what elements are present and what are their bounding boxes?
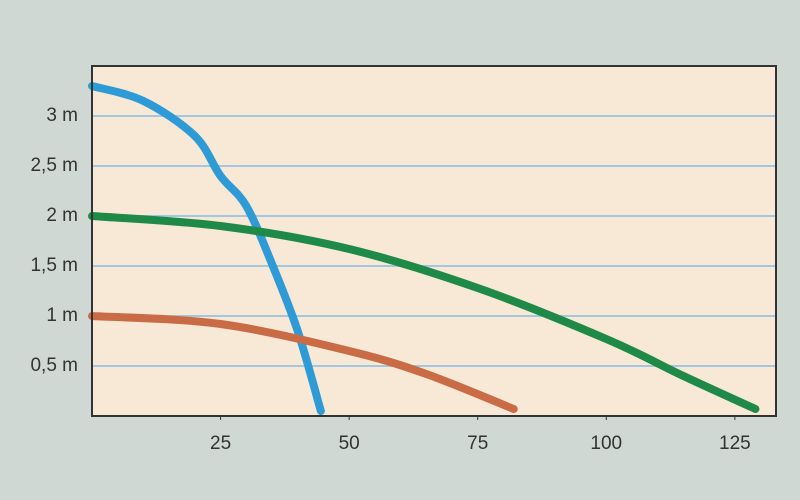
plot-area xyxy=(92,66,776,416)
x-tick-label: 50 xyxy=(339,433,360,454)
y-tick-label: 2 m xyxy=(46,205,78,226)
curve xyxy=(88,312,518,413)
plot-frame xyxy=(91,65,777,417)
y-tick-label: 3 m xyxy=(46,105,78,126)
y-tick-label: 1 m xyxy=(46,305,78,326)
y-tick-label: 0,5 m xyxy=(30,355,78,376)
y-tick-label: 2,5 m xyxy=(30,155,78,176)
x-tick-label: 25 xyxy=(210,433,231,454)
curve xyxy=(88,82,325,415)
x-tick-label: 100 xyxy=(590,433,622,454)
curve xyxy=(88,212,760,413)
y-tick-label: 1,5 m xyxy=(30,255,78,276)
x-tick-label: 125 xyxy=(719,433,751,454)
x-tick-label: 75 xyxy=(467,433,488,454)
grid xyxy=(92,115,776,367)
lines xyxy=(88,82,760,415)
